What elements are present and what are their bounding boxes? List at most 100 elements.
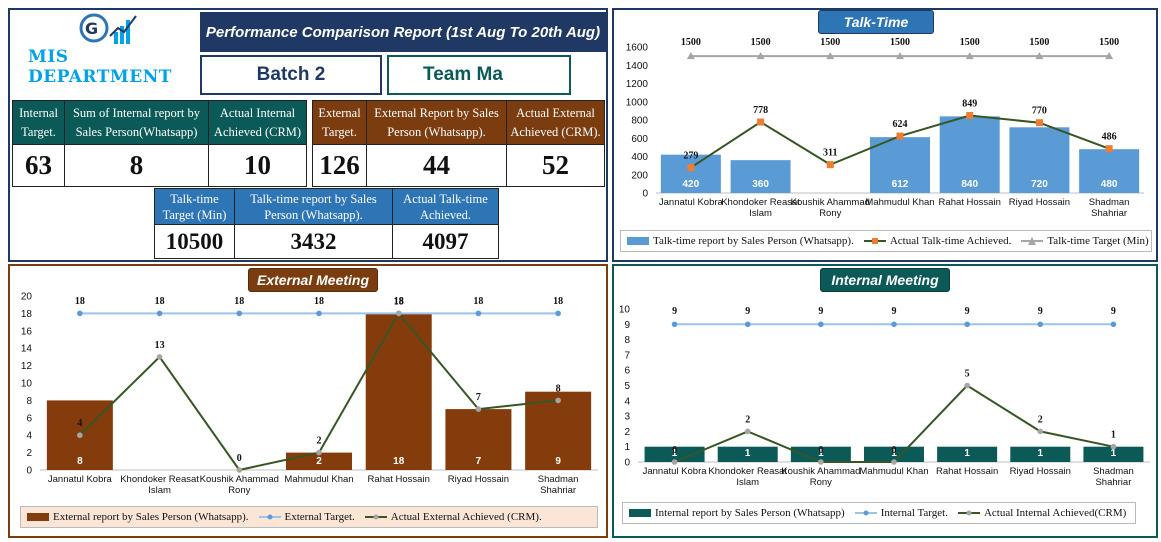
legend-line-swatch xyxy=(854,510,877,516)
line-value-label: 849 xyxy=(962,99,977,110)
line-marker xyxy=(686,52,695,60)
y-tick-label: 0 xyxy=(642,189,648,200)
line-value-label: 13 xyxy=(155,340,165,351)
external-kpi-table: External Target. External Report by Sale… xyxy=(312,100,605,187)
line-value-label: 18 xyxy=(394,296,404,307)
line-marker xyxy=(1037,321,1044,328)
y-tick-label: 1 xyxy=(624,442,630,453)
line-marker xyxy=(1105,52,1114,60)
x-tick-label: Khondoker Reasat xyxy=(708,466,787,477)
line-value-label: 770 xyxy=(1032,106,1047,117)
x-tick-label: Rahat Hossain xyxy=(936,466,998,477)
legend-item: External Target. xyxy=(258,511,355,523)
y-tick-label: 1400 xyxy=(626,61,649,72)
y-tick-label: 16 xyxy=(21,326,33,337)
internal-achieved-value: 10 xyxy=(208,144,307,187)
y-tick-label: 6 xyxy=(26,413,32,424)
internal-report-value: 8 xyxy=(64,144,209,187)
bar-value-label: 1 xyxy=(891,448,897,459)
external-target-header: External Target. xyxy=(312,100,367,145)
legend-item: Talk-time Target (Min) xyxy=(1021,235,1149,247)
bar-value-label: 480 xyxy=(1101,179,1118,190)
external-chart-title: External Meeting xyxy=(248,268,378,292)
bar xyxy=(445,409,512,470)
bar xyxy=(870,137,930,193)
bar xyxy=(365,313,432,470)
line-value-label: 18 xyxy=(155,296,165,307)
line-marker xyxy=(744,321,751,328)
bar xyxy=(864,446,924,462)
line-value-label: 18 xyxy=(75,296,85,307)
line-value-label: 18 xyxy=(394,296,404,307)
bar xyxy=(1079,149,1140,193)
external-achieved-value: 52 xyxy=(506,144,605,187)
x-tick-label: Mahmudul Khan xyxy=(865,197,934,208)
legend-item: Actual Talk-time Achieved. xyxy=(863,235,1011,247)
line-marker xyxy=(756,52,765,60)
line-value-label: 1500 xyxy=(751,37,771,48)
legend-label: External report by Sales Person (Whatsap… xyxy=(53,511,249,523)
line-value-label: 279 xyxy=(683,151,698,162)
bar xyxy=(644,446,705,462)
batch-label: Batch 2 xyxy=(200,55,382,95)
line-marker xyxy=(156,354,163,360)
legend-label: External Target. xyxy=(284,511,355,523)
bar xyxy=(939,116,1000,193)
line-value-label: 5 xyxy=(965,369,970,380)
bar-value-label: 7 xyxy=(476,456,482,467)
x-tick-label: Koushik Ahammad xyxy=(200,474,279,485)
bar-value-label: 840 xyxy=(961,179,978,190)
legend-label: Talk-time Target (Min) xyxy=(1047,235,1149,247)
line-value-label: 9 xyxy=(1111,306,1116,317)
talktime-target-value: 10500 xyxy=(154,224,235,259)
line-value-label: 624 xyxy=(893,119,908,130)
x-tick-label: Mahmudul Khan xyxy=(859,466,928,477)
bar-value-label: 1 xyxy=(745,448,751,459)
y-tick-label: 18 xyxy=(21,309,33,320)
line-marker xyxy=(965,52,974,60)
line-marker xyxy=(395,310,402,317)
x-tick-label: Shahriar xyxy=(1091,208,1127,219)
legend-line-swatch xyxy=(258,514,281,520)
legend-bar-swatch xyxy=(27,513,49,521)
line-value-label: 1500 xyxy=(960,37,980,48)
bar-value-label: 9 xyxy=(555,456,561,467)
line-marker xyxy=(475,406,482,412)
external-achieved-header: Actual External Achieved (CRM). xyxy=(506,100,605,145)
line-marker xyxy=(964,321,970,328)
line-value-label: 0 xyxy=(818,445,823,456)
y-tick-label: 2 xyxy=(26,448,32,459)
external-legend: External report by Sales Person (Whatsap… xyxy=(20,506,598,528)
internal-legend: Internal report by Sales Person (Whatsap… xyxy=(622,502,1136,524)
talktime-achieved-value: 4097 xyxy=(392,224,499,259)
legend-bar-swatch xyxy=(627,237,649,245)
y-tick-label: 0 xyxy=(26,466,32,477)
line-marker xyxy=(475,310,482,317)
y-tick-label: 9 xyxy=(624,320,630,331)
talktime-kpi-table: Talk-time Target (Min) Talk-time report … xyxy=(154,188,499,259)
y-tick-label: 1000 xyxy=(626,97,649,108)
report-title: Performance Comparison Report (1st Aug T… xyxy=(200,12,606,52)
line-value-label: 9 xyxy=(818,306,823,317)
legend-item: Talk-time report by Sales Person (Whatsa… xyxy=(627,235,854,247)
x-tick-label: Rony xyxy=(819,208,841,219)
internal-target-header: Internal Target. xyxy=(12,100,65,145)
line-marker xyxy=(891,321,897,328)
line-value-label: 9 xyxy=(1038,306,1043,317)
y-tick-label: 10 xyxy=(619,305,631,316)
line-marker xyxy=(896,52,904,60)
legend-line-swatch xyxy=(364,514,387,520)
internal-kpi-table: Internal Target. Sum of Internal report … xyxy=(12,100,307,187)
y-tick-label: 10 xyxy=(21,379,33,390)
line-value-label: 9 xyxy=(745,306,750,317)
line-marker xyxy=(316,310,322,317)
bar xyxy=(730,160,791,193)
x-tick-label: Khondoker Reasat xyxy=(721,197,800,208)
internal-report-header: Sum of Internal report by Sales Person(W… xyxy=(64,100,209,145)
line-value-label: 2 xyxy=(317,436,322,447)
x-tick-label: Jannatul Kobra xyxy=(48,474,113,485)
x-tick-label: Islam xyxy=(736,477,759,488)
bar xyxy=(790,446,851,462)
legend-line-swatch xyxy=(957,510,980,516)
